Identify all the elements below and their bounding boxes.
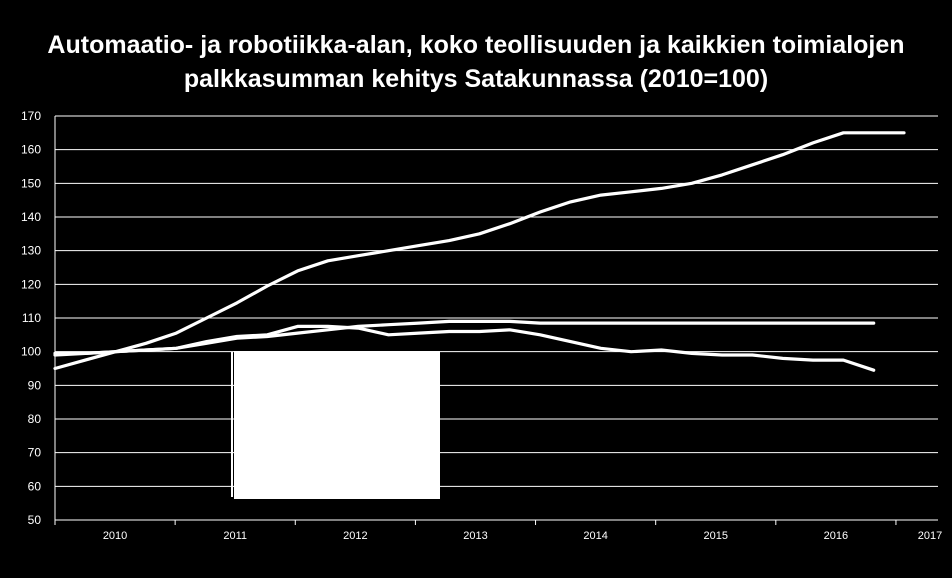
x-tick-label: 2011 [223,530,247,542]
y-tick-label: 110 [22,311,41,325]
y-tick-label: 170 [21,109,41,123]
y-tick-label: 120 [21,277,41,291]
gridlines [55,115,938,521]
x-tick-label: 2013 [463,530,487,542]
chart-title-line-2: palkkasumman kehitys Satakunnassa (2010=… [183,65,769,93]
series-line-1 [53,131,906,371]
x-tick-label: 2014 [583,530,607,542]
y-tick-label: 100 [21,345,41,359]
y-tick-label: 70 [28,446,42,460]
y-tick-label: 90 [28,378,42,392]
axes: 170 160 150 140 130 120 110 100 90 80 70 60 50 2010 20… [21,109,942,542]
y-tick-label: 80 [28,412,42,426]
x-tick-label: 2016 [824,530,848,542]
series-line-3 [53,324,876,372]
x-tick-label: 2012 [343,530,367,542]
x-tick-label: 2017 [918,530,942,542]
legend-cover-box [234,351,440,499]
y-tick-label: 60 [28,479,42,493]
chart-title: Automaatio- ja robotiikka-alan, koko teo… [0,28,952,96]
y-tick-label: 50 [28,513,42,527]
y-tick-label: 130 [21,244,41,258]
y-tick-label: 160 [21,143,41,157]
y-tick-label: 140 [21,210,41,224]
series-line-2 [53,319,876,357]
y-tick-label: 150 [21,176,41,190]
series-lines [53,131,906,372]
x-tick-label: 2015 [704,530,728,542]
x-tick-label: 2010 [103,530,127,542]
chart-title-line-1: Automaatio- ja robotiikka-alan, koko teo… [47,31,905,59]
